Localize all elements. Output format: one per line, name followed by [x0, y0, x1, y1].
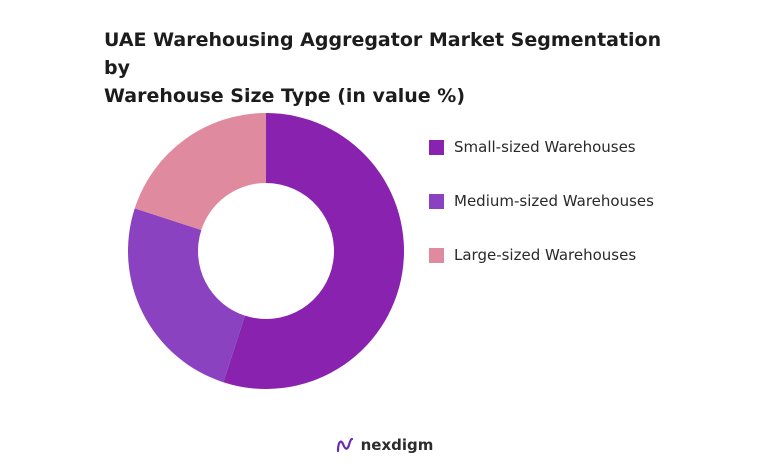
legend-item-large-sized-warehouses: Large-sized Warehouses [429, 241, 654, 269]
brand-footer: nexdigm [0, 436, 769, 454]
legend-label: Small-sized Warehouses [454, 138, 636, 156]
brand-logo-text: nexdigm [360, 436, 434, 454]
donut-slice-medium-sized-warehouses [128, 208, 245, 383]
chart-title: UAE Warehousing Aggregator Market Segmen… [104, 26, 664, 110]
chart-title-line-1: UAE Warehousing Aggregator Market Segmen… [104, 29, 662, 79]
donut-slice-large-sized-warehouses [134, 113, 266, 230]
legend-item-medium-sized-warehouses: Medium-sized Warehouses [429, 187, 654, 215]
donut-slice-small-sized-warehouses [223, 113, 405, 389]
chart-title-line-2: Warehouse Size Type (in value %) [104, 85, 466, 107]
legend-label: Large-sized Warehouses [454, 246, 637, 264]
nexdigm-logo-icon [336, 437, 353, 453]
legend-label: Medium-sized Warehouses [454, 192, 654, 210]
legend-swatch [429, 193, 444, 209]
legend-swatch [429, 139, 444, 155]
chart-legend: Small-sized Warehouses Medium-sized Wareh… [429, 133, 654, 295]
legend-item-small-sized-warehouses: Small-sized Warehouses [429, 133, 654, 161]
legend-swatch [429, 247, 444, 263]
